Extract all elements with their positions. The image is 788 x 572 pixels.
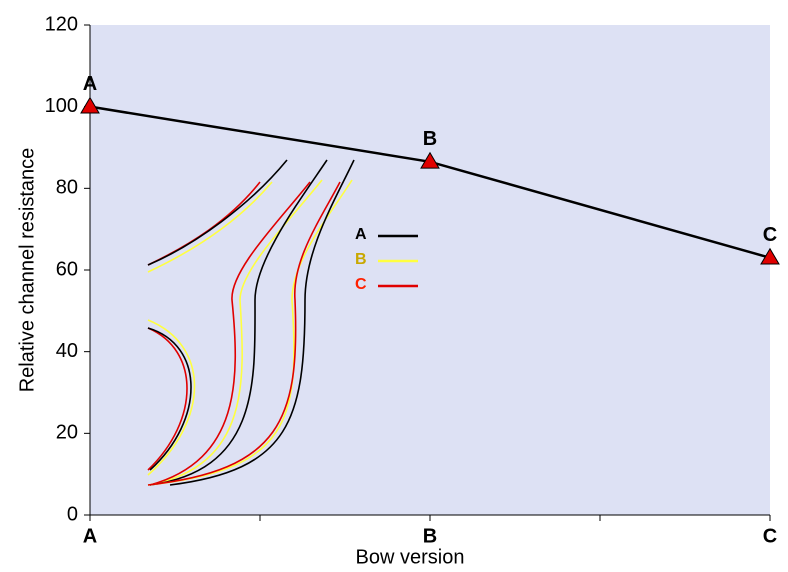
x-axis-title: Bow version <box>356 546 465 568</box>
channel-profiles <box>147 159 355 486</box>
profile <box>147 181 341 486</box>
profile <box>147 181 273 273</box>
y-tick-label: 40 <box>56 340 78 362</box>
x-tick-label: C <box>763 525 777 547</box>
y-axis-title: Relative channel resistance <box>16 148 38 393</box>
x-tick-label: B <box>423 525 437 547</box>
y-tick-label: 100 <box>45 95 78 117</box>
profile <box>147 327 192 471</box>
profile <box>149 159 328 486</box>
marker <box>420 151 440 169</box>
y-tick-label: 20 <box>56 422 78 444</box>
profile <box>147 179 353 486</box>
x-tick-label: A <box>83 525 97 547</box>
point-label: A <box>83 73 97 95</box>
plot-area <box>90 25 770 515</box>
profile <box>147 159 288 266</box>
profile <box>149 181 311 486</box>
profile <box>169 159 355 486</box>
legend-label: A <box>355 226 367 243</box>
point-label: C <box>763 224 777 246</box>
y-tick-label: 80 <box>56 177 78 199</box>
legend-label: C <box>355 276 367 293</box>
point-label: B <box>423 128 437 150</box>
marker <box>760 247 780 265</box>
y-tick-label: 60 <box>56 258 78 280</box>
profile <box>147 319 196 476</box>
marker <box>80 96 100 114</box>
legend-label: B <box>355 251 367 268</box>
profile <box>147 327 188 471</box>
y-tick-label: 120 <box>45 13 78 35</box>
y-tick-label: 0 <box>67 503 78 525</box>
